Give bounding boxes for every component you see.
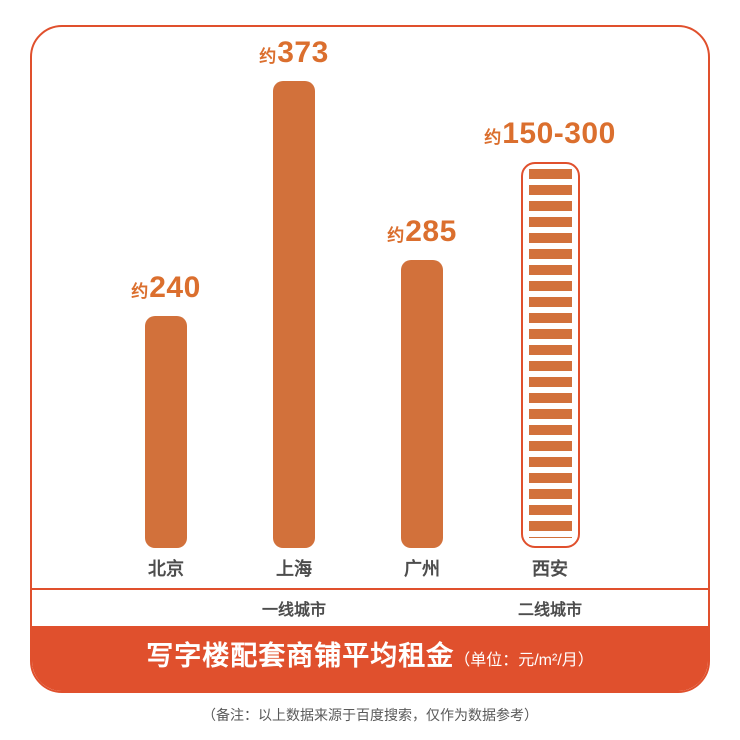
footnote: （备注：以上数据来源于百度搜索，仅作为数据参考）	[202, 707, 538, 723]
bar-xian-outline	[520, 162, 580, 548]
bar-guangzhou	[401, 260, 443, 548]
value-number: 373	[277, 36, 329, 69]
value-label-beijing: 约 240	[131, 273, 201, 303]
value-prefix: 约	[387, 226, 405, 245]
bar-column-shanghai: 约 373	[242, 38, 346, 548]
value-label-guangzhou: 约 285	[387, 217, 457, 247]
value-number: 240	[149, 271, 201, 304]
bar-beijing	[145, 316, 187, 548]
value-label-xian: 约 150-300	[484, 119, 616, 149]
city-label-beijing: 北京	[148, 559, 184, 579]
group-label-tier2: 二线城市	[517, 602, 582, 619]
value-number: 150-300	[502, 117, 616, 150]
city-labels-row: 北京 上海 广州 西安	[32, 548, 708, 588]
chart-card: 约 240 约 373 约 285 约 150-300	[30, 25, 710, 693]
title-banner: 写字楼配套商铺平均租金 （单位：元/m²/月）	[32, 626, 708, 691]
tier-groups-row: 一线城市 二线城市	[32, 588, 708, 626]
value-label-shanghai: 约 373	[259, 38, 329, 68]
bar-xian-stripes	[528, 169, 572, 538]
bar-shanghai	[273, 81, 315, 548]
city-label-guangzhou: 广州	[404, 559, 440, 579]
bar-column-guangzhou: 约 285	[370, 217, 474, 548]
bar-column-beijing: 约 240	[114, 273, 218, 548]
value-number: 285	[405, 215, 457, 248]
value-prefix: 约	[484, 128, 502, 147]
chart-title: 写字楼配套商铺平均租金	[146, 641, 455, 671]
city-label-shanghai: 上海	[276, 559, 312, 579]
bar-column-xian: 约 150-300	[484, 119, 615, 548]
value-prefix: 约	[131, 282, 149, 301]
bar-chart-area: 约 240 约 373 约 285 约 150-300	[32, 27, 708, 548]
city-label-xian: 西安	[532, 559, 568, 579]
chart-unit-label: （单位：元/m²/月）	[454, 652, 594, 669]
group-label-tier1: 一线城市	[261, 602, 326, 619]
value-prefix: 约	[259, 47, 277, 66]
